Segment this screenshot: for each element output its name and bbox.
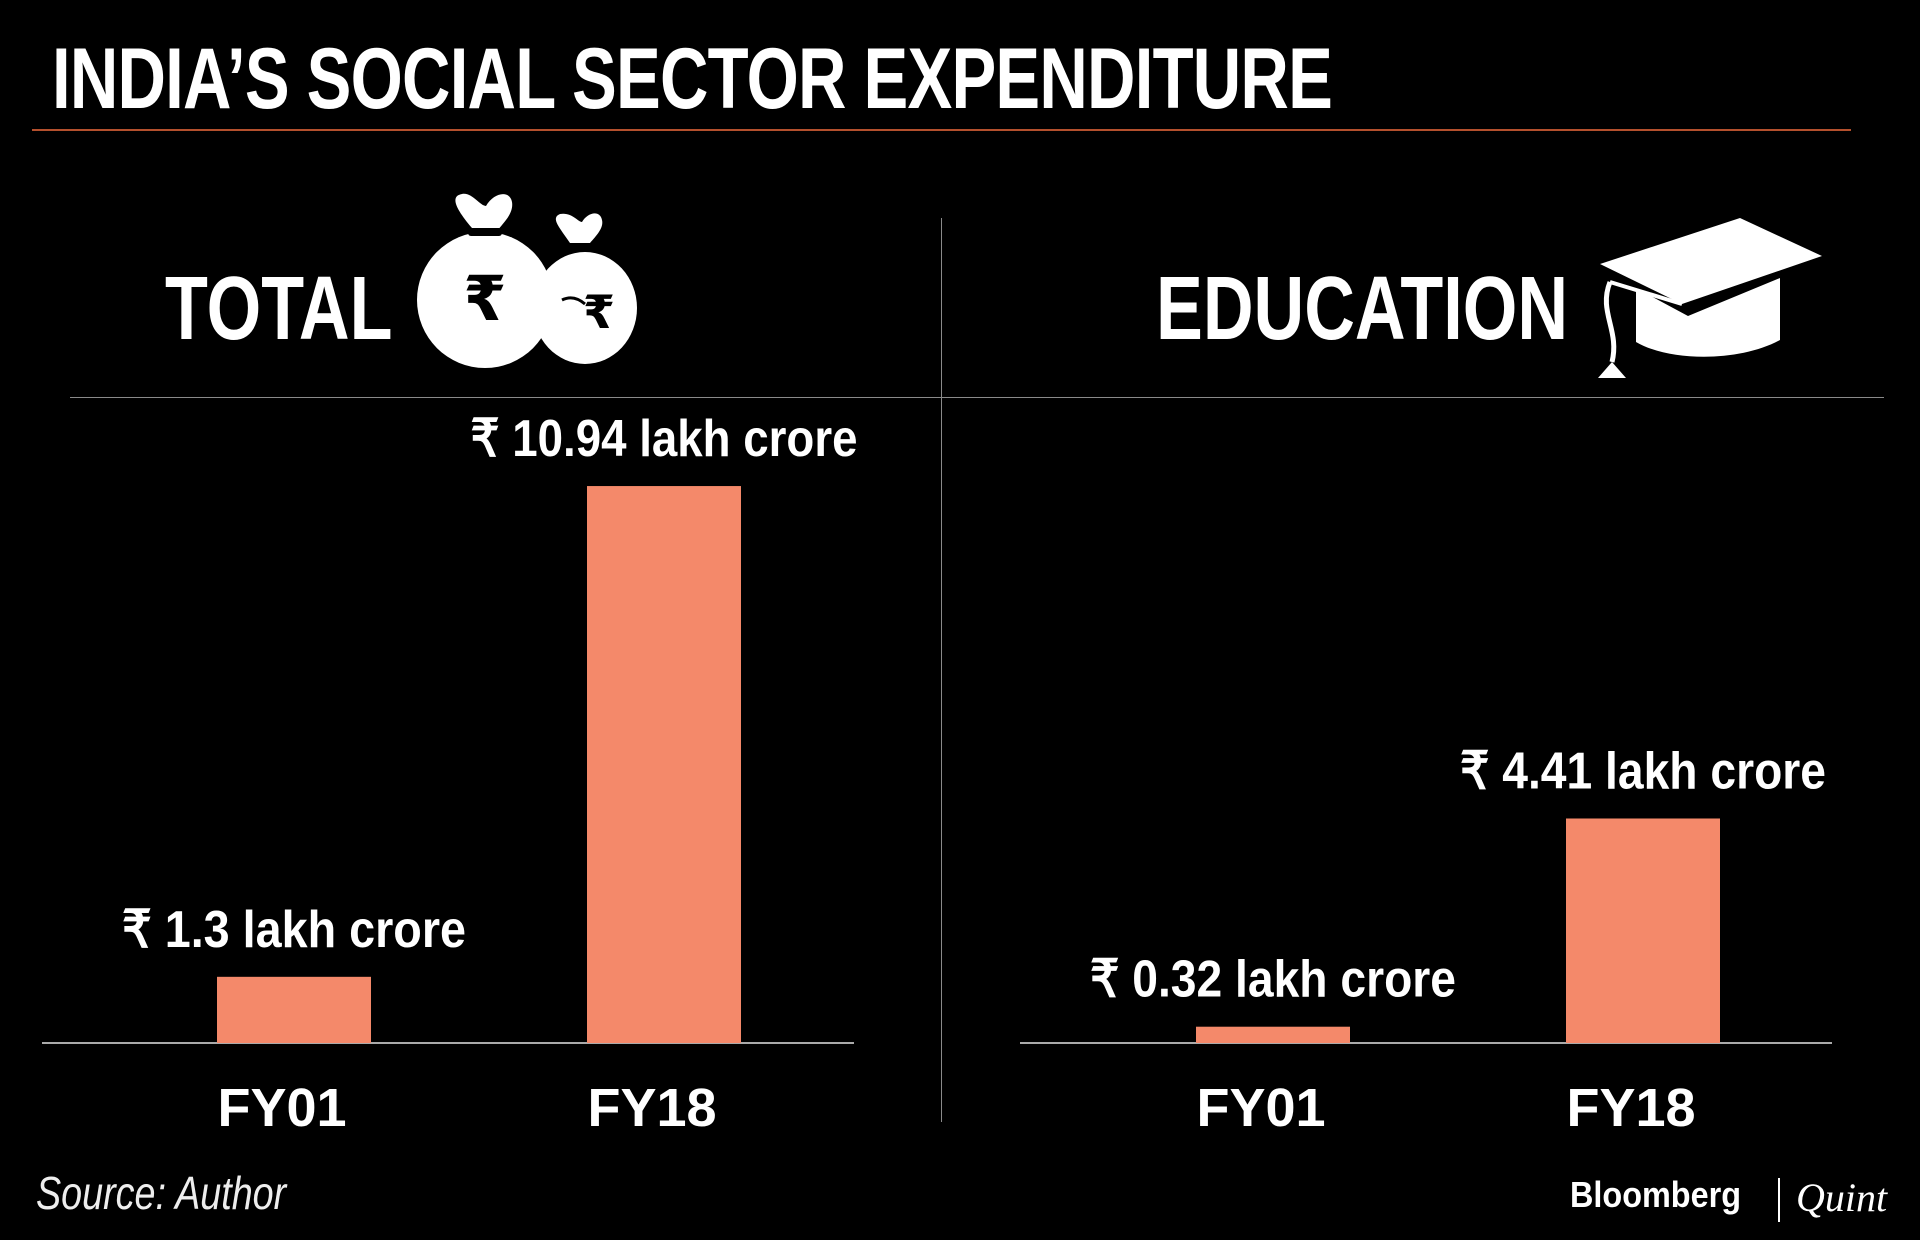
page-title: INDIA’S SOCIAL SECTOR EXPENDITURE [52, 31, 1333, 127]
panel-title-education: EDUCATION [1156, 259, 1569, 359]
brand-separator [1778, 1178, 1780, 1222]
value-label-education-fy01: ₹ 0.32 lakh crore [1090, 951, 1456, 1009]
panel-title-total: TOTAL [165, 259, 393, 359]
value-label-total-fy01: ₹ 1.3 lakh crore [122, 901, 466, 959]
panel-divider [941, 218, 942, 1122]
brand-quint: Quint [1796, 1175, 1888, 1220]
value-label-total-fy18: ₹ 10.94 lakh crore [471, 410, 858, 468]
source-note: Source: Author [36, 1167, 287, 1219]
svg-text:₹: ₹ [463, 262, 506, 335]
bar-total-fy18 [587, 486, 741, 1043]
bar-education-fy18 [1566, 818, 1720, 1043]
category-label-education-fy01: FY01 [1196, 1078, 1325, 1138]
bar-total-fy01 [217, 976, 371, 1043]
category-label-education-fy18: FY18 [1566, 1078, 1695, 1138]
svg-text:₹: ₹ [583, 285, 615, 339]
brand-logo: Bloomberg Quint [1570, 1174, 1887, 1224]
brand-bloomberg: Bloomberg [1570, 1174, 1742, 1215]
category-label-total-fy18: FY18 [587, 1078, 716, 1138]
header-rule [70, 397, 1884, 398]
value-label-education-fy18: ₹ 4.41 lakh crore [1460, 742, 1826, 800]
bar-education-fy01 [1196, 1026, 1350, 1043]
title-underline [32, 129, 1851, 131]
graduation-cap-icon [1598, 218, 1822, 378]
category-label-total-fy01: FY01 [217, 1078, 346, 1138]
money-bags-rupee-icon: ₹ ₹ [417, 193, 637, 368]
